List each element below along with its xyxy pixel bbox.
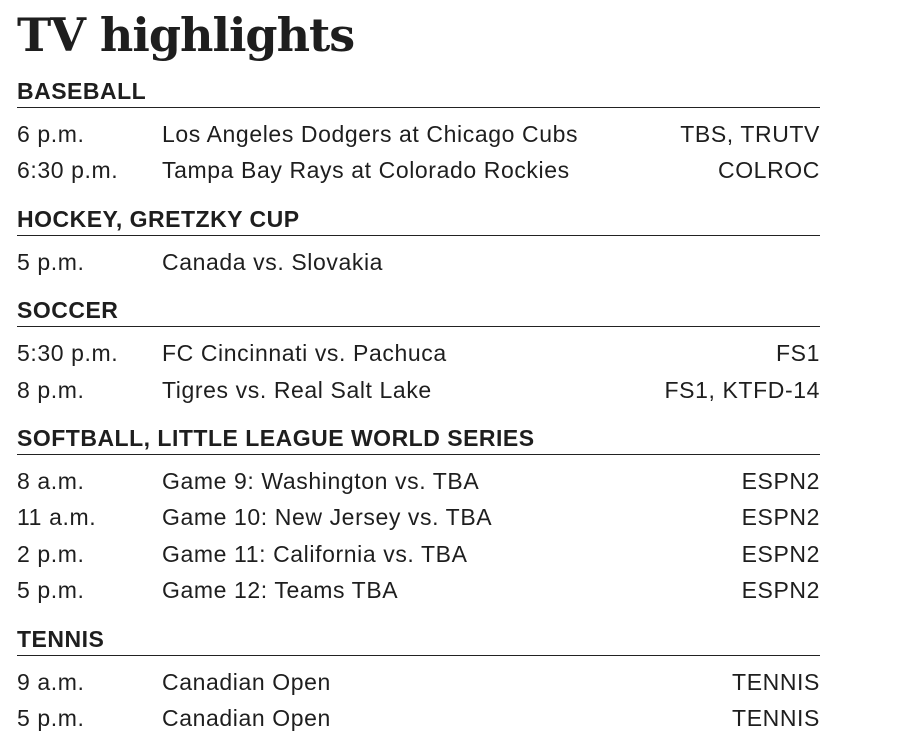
listing-row: 5 p.m. Canada vs. Slovakia (17, 244, 820, 280)
time: 2 p.m. (17, 540, 85, 567)
channel: ESPN2 (741, 467, 820, 494)
event: FC Cincinnati vs. Pachuca (162, 340, 447, 367)
channel: ESPN2 (741, 540, 820, 567)
channel: FS1, KTFD-14 (664, 376, 820, 403)
listing-row: 2 p.m. Game 11: California vs. TBA ESPN2 (17, 536, 820, 572)
rows: 9 a.m. Canadian Open TENNIS 5 p.m. Canadian … (17, 656, 820, 737)
section-heading: TENNIS (17, 623, 820, 656)
title: TV highlights (17, 8, 355, 62)
listing-row: 5 p.m. Game 12: Teams TBA ESPN2 (17, 572, 820, 608)
time: 8 p.m. (17, 376, 85, 403)
channel: TENNIS (732, 704, 820, 731)
section-heading: SOFTBALL, LITTLE LEAGUE WORLD SERIES (17, 422, 820, 455)
listing-row: 6 p.m. Los Angeles Dodgers at Chicago Cub… (17, 116, 820, 152)
section: HOCKEY, GRETZKY CUP 5 p.m. Canada vs. Slov… (17, 203, 820, 280)
rows: 5 p.m. Canada vs. Slovakia (17, 236, 820, 280)
event: Canadian Open (162, 668, 331, 695)
channel: ESPN2 (741, 504, 820, 531)
listing-row: 8 a.m. Game 9: Washington vs. TBA ESPN2 (17, 463, 820, 499)
listing-row: 9 a.m. Canadian Open TENNIS (17, 664, 820, 700)
section-heading: SOCCER (17, 294, 820, 328)
event: Canadian Open (162, 704, 331, 731)
channel: FS1 (776, 340, 820, 367)
event: Game 10: New Jersey vs. TBA (162, 504, 493, 531)
event: Tigres vs. Real Salt Lake (162, 376, 432, 403)
listing-row: 6:30 p.m. Tampa Bay Rays at Colorado Rock… (17, 152, 820, 188)
listing-row: 5 p.m. Canadian Open TENNIS (17, 700, 820, 736)
listing-row: 5:30 p.m. FC Cincinnati vs. Pachuca FS1 (17, 335, 820, 371)
section-heading: HOCKEY, GRETZKY CUP (17, 203, 820, 236)
channel: TENNIS (732, 668, 820, 695)
event: Game 9: Washington vs. TBA (162, 467, 480, 494)
time: 5:30 p.m. (17, 340, 119, 367)
time: 5 p.m. (17, 577, 85, 604)
time: 5 p.m. (17, 704, 85, 731)
channel: TBS, TRUTV (680, 121, 820, 147)
time: 6:30 p.m. (17, 157, 119, 184)
event: Los Angeles Dodgers at Chicago Cubs (162, 121, 579, 147)
channel: COLROC (717, 157, 820, 184)
time: 9 a.m. (17, 668, 85, 695)
listing-row: 11 a.m. Game 10: New Jersey vs. TBA ESPN2 (17, 499, 820, 535)
time: 5 p.m. (17, 248, 85, 275)
channel: ESPN2 (741, 577, 820, 604)
event: Canada vs. Slovakia (162, 248, 384, 275)
section: BASEBALL 6 p.m. Los Angeles Dodgers at Chi… (17, 75, 820, 189)
time: 6 p.m. (17, 121, 85, 147)
section: SOFTBALL, LITTLE LEAGUE WORLD SERIES 8 a.… (17, 422, 820, 609)
section: SOCCER 5:30 p.m. FC Cincinnati vs. Pachuca… (17, 294, 820, 408)
rows: 5:30 p.m. FC Cincinnati vs. Pachuca FS1 8 p… (17, 327, 820, 408)
rows: 6 p.m. Los Angeles Dodgers at Chicago Cub… (17, 108, 820, 189)
event: Game 12: Teams TBA (162, 577, 399, 604)
event: Tampa Bay Rays at Colorado Rockies (162, 157, 570, 184)
listing-row: 8 p.m. Tigres vs. Real Salt Lake FS1, KTFD… (17, 372, 820, 408)
section-heading: BASEBALL (17, 75, 820, 108)
event: Game 11: California vs. TBA (162, 540, 468, 567)
time: 8 a.m. (17, 467, 85, 494)
rows: 8 a.m. Game 9: Washington vs. TBA ESPN2 11 … (17, 455, 820, 609)
section: TENNIS 9 a.m. Canadian Open TENNIS 5 p.m. Can… (17, 623, 820, 737)
sections: BASEBALL 6 p.m. Los Angeles Dodgers at Chi… (17, 75, 820, 750)
time: 11 a.m. (17, 504, 97, 531)
